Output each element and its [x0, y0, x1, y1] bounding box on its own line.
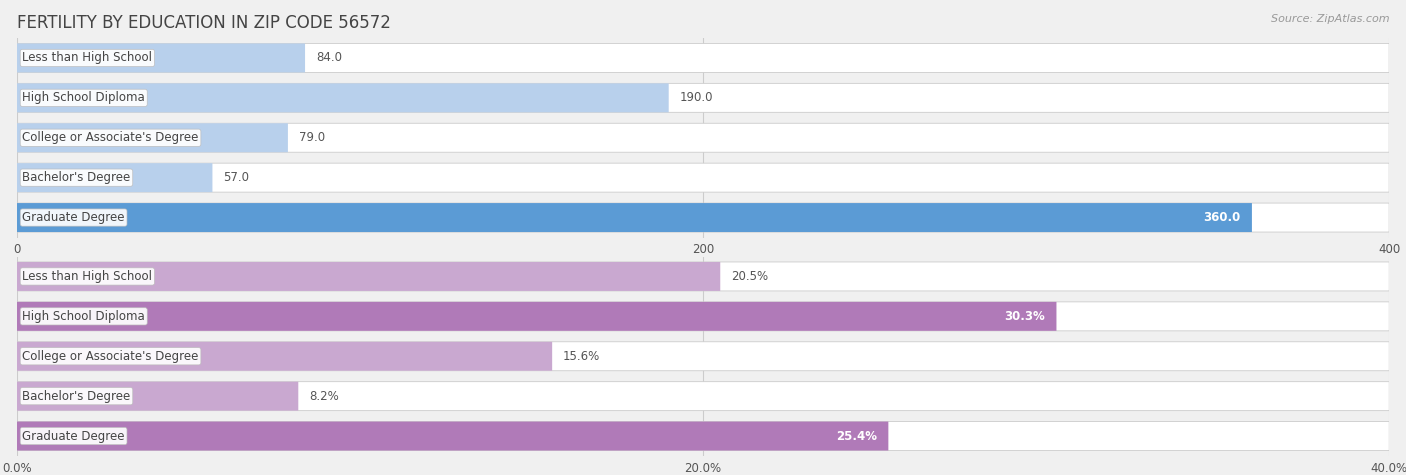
Text: Bachelor's Degree: Bachelor's Degree	[22, 390, 131, 403]
Text: 25.4%: 25.4%	[837, 429, 877, 443]
FancyBboxPatch shape	[17, 163, 1389, 192]
Text: Graduate Degree: Graduate Degree	[22, 429, 125, 443]
Text: Bachelor's Degree: Bachelor's Degree	[22, 171, 131, 184]
Text: 57.0: 57.0	[224, 171, 249, 184]
FancyBboxPatch shape	[17, 203, 1251, 232]
Text: 190.0: 190.0	[679, 91, 713, 104]
Text: 20.5%: 20.5%	[731, 270, 768, 283]
Text: FERTILITY BY EDUCATION IN ZIP CODE 56572: FERTILITY BY EDUCATION IN ZIP CODE 56572	[17, 14, 391, 32]
FancyBboxPatch shape	[17, 422, 1389, 450]
FancyBboxPatch shape	[17, 382, 298, 410]
FancyBboxPatch shape	[17, 163, 212, 192]
Text: 8.2%: 8.2%	[309, 390, 339, 403]
Text: Source: ZipAtlas.com: Source: ZipAtlas.com	[1271, 14, 1389, 24]
FancyBboxPatch shape	[17, 262, 1389, 291]
Text: 15.6%: 15.6%	[562, 350, 600, 363]
FancyBboxPatch shape	[17, 44, 305, 72]
FancyBboxPatch shape	[17, 124, 1389, 152]
FancyBboxPatch shape	[17, 84, 1389, 112]
FancyBboxPatch shape	[17, 84, 669, 112]
Text: 30.3%: 30.3%	[1005, 310, 1046, 323]
FancyBboxPatch shape	[17, 203, 1389, 232]
Text: 84.0: 84.0	[316, 51, 342, 65]
Text: Less than High School: Less than High School	[22, 51, 152, 65]
Text: Graduate Degree: Graduate Degree	[22, 211, 125, 224]
Text: High School Diploma: High School Diploma	[22, 91, 145, 104]
FancyBboxPatch shape	[17, 302, 1056, 331]
Text: Less than High School: Less than High School	[22, 270, 152, 283]
FancyBboxPatch shape	[17, 302, 1389, 331]
FancyBboxPatch shape	[17, 382, 1389, 410]
Text: College or Associate's Degree: College or Associate's Degree	[22, 350, 198, 363]
FancyBboxPatch shape	[17, 342, 553, 370]
FancyBboxPatch shape	[17, 342, 1389, 370]
FancyBboxPatch shape	[17, 422, 889, 450]
Text: College or Associate's Degree: College or Associate's Degree	[22, 131, 198, 144]
Text: 360.0: 360.0	[1204, 211, 1241, 224]
Text: 79.0: 79.0	[299, 131, 325, 144]
FancyBboxPatch shape	[17, 262, 720, 291]
Text: High School Diploma: High School Diploma	[22, 310, 145, 323]
FancyBboxPatch shape	[17, 124, 288, 152]
FancyBboxPatch shape	[17, 44, 1389, 72]
